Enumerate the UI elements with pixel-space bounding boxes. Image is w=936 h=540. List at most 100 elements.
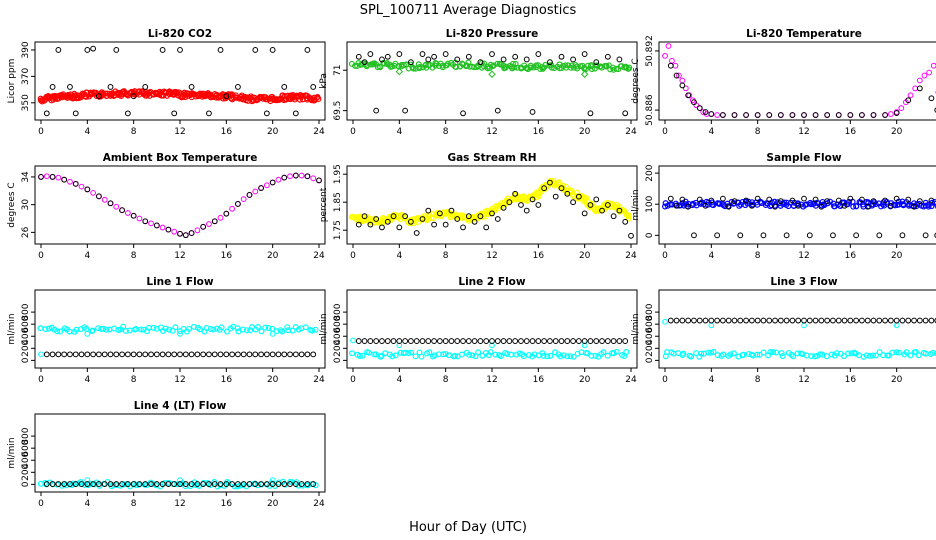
- data-point: [84, 186, 91, 193]
- data-point: [206, 110, 212, 117]
- y-tick-label: 800: [333, 303, 343, 320]
- y-tick-label: 26: [21, 226, 31, 238]
- x-tick-label: 20: [267, 127, 279, 137]
- data-point: [454, 216, 461, 222]
- data-point: [465, 53, 472, 60]
- data-point: [234, 325, 241, 332]
- data-point: [72, 481, 79, 487]
- x-tick-label: 8: [443, 375, 449, 385]
- data-point: [882, 197, 888, 204]
- data-point: [685, 203, 692, 210]
- data-point: [223, 210, 230, 217]
- data-point: [696, 196, 703, 203]
- y-tick-label: 50.886: [645, 94, 655, 126]
- data-point: [899, 232, 906, 239]
- data-point: [196, 326, 203, 333]
- data-point: [535, 202, 542, 208]
- data-point: [252, 351, 259, 358]
- data-point: [96, 93, 102, 100]
- y-tick-label: 200: [21, 339, 31, 356]
- series-black-circle: [43, 45, 317, 117]
- data-point: [599, 207, 605, 214]
- data-point: [210, 326, 217, 333]
- x-tick-label: 8: [131, 127, 137, 137]
- data-point: [725, 317, 732, 324]
- data-point: [255, 482, 262, 489]
- data-point: [610, 350, 617, 357]
- data-point: [841, 353, 848, 360]
- data-point: [859, 196, 865, 203]
- data-point: [911, 203, 917, 210]
- y-tick-label: 0: [21, 481, 31, 487]
- data-point: [402, 349, 409, 356]
- data-point: [616, 207, 623, 214]
- x-tick-label: 4: [396, 375, 402, 385]
- data-point: [852, 350, 859, 357]
- data-point: [824, 317, 831, 324]
- data-point: [269, 477, 276, 484]
- x-tick-label: 4: [396, 251, 402, 261]
- data-point: [580, 70, 589, 78]
- data-point: [401, 214, 408, 221]
- data-point: [422, 61, 429, 68]
- data-point: [870, 112, 877, 118]
- data-point: [801, 317, 807, 324]
- series-yellow-dense: [348, 177, 632, 227]
- data-point: [928, 203, 935, 210]
- data-point: [564, 190, 571, 197]
- data-point: [767, 349, 774, 356]
- y-tick-label: 390: [21, 41, 31, 58]
- data-point: [587, 110, 594, 117]
- data-point: [806, 232, 813, 239]
- data-point: [824, 112, 831, 118]
- data-point: [547, 338, 553, 344]
- x-tick-label: 20: [891, 251, 903, 261]
- data-point: [610, 338, 617, 344]
- data-point: [916, 85, 923, 92]
- data-point: [159, 224, 166, 231]
- data-point: [492, 351, 499, 358]
- data-point: [384, 338, 391, 344]
- data-point: [408, 59, 414, 66]
- data-point: [812, 317, 819, 324]
- data-point: [853, 203, 860, 210]
- data-point: [57, 328, 64, 335]
- data-point: [67, 84, 73, 90]
- data-point: [551, 65, 558, 72]
- data-point: [760, 349, 767, 356]
- data-point: [604, 338, 611, 344]
- data-point: [246, 192, 253, 198]
- data-point: [67, 481, 73, 487]
- panel-li-820-temperature: Li-820 Temperature0481216202450.88650.89…: [631, 28, 936, 137]
- data-point: [171, 110, 178, 117]
- data-point: [287, 351, 293, 358]
- y-axis-label: ml/min: [7, 313, 17, 344]
- data-point: [136, 351, 143, 358]
- data-point: [200, 481, 207, 487]
- y-tick-label: 200: [333, 339, 343, 356]
- data-point: [389, 353, 396, 360]
- data-point: [130, 93, 137, 100]
- data-point: [731, 317, 738, 324]
- x-tick-label: 24: [625, 127, 637, 137]
- data-point: [672, 62, 679, 69]
- data-point: [465, 338, 472, 344]
- y-tick-label: 0: [333, 357, 343, 363]
- data-point: [823, 353, 830, 360]
- x-tick-label: 12: [174, 499, 185, 509]
- data-point: [61, 351, 68, 358]
- data-point: [361, 213, 368, 220]
- data-point: [106, 326, 113, 333]
- x-tick-label: 16: [221, 127, 233, 137]
- data-point: [573, 63, 580, 70]
- data-point: [593, 59, 600, 66]
- data-point: [431, 53, 437, 60]
- data-point: [355, 221, 362, 228]
- data-point: [254, 323, 261, 330]
- data-point: [177, 47, 183, 53]
- data-point: [841, 202, 848, 209]
- data-point: [604, 199, 611, 206]
- data-point: [188, 351, 195, 358]
- data-point: [812, 196, 819, 203]
